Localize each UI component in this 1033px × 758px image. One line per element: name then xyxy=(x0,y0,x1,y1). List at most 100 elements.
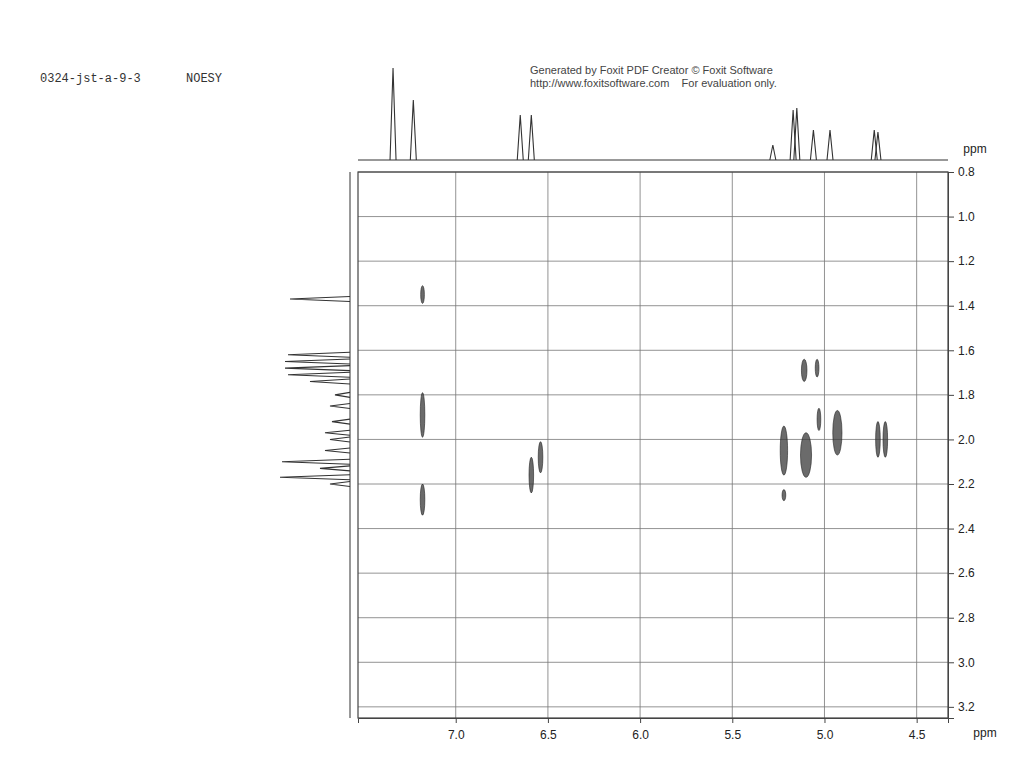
tick-mark xyxy=(948,395,954,396)
spectrum-peak xyxy=(288,372,350,377)
spectrum-peak xyxy=(794,108,800,160)
tick-mark xyxy=(732,718,733,723)
grid-line xyxy=(640,172,641,718)
tick-label: 2.8 xyxy=(958,611,975,625)
tick-label: 6.5 xyxy=(540,728,557,742)
baseline xyxy=(358,160,948,161)
tick-label: 3.0 xyxy=(958,656,975,670)
plot-frame xyxy=(358,172,948,718)
tick-mark xyxy=(948,573,954,574)
annotation: Generated by Foxit PDF Creator © Foxit S… xyxy=(530,64,773,76)
cross-peak xyxy=(817,408,821,430)
tick-label: 4.5 xyxy=(909,728,926,742)
grid xyxy=(358,172,948,718)
x-axis-title: ppm xyxy=(973,726,996,740)
tick-mark xyxy=(948,217,954,218)
tick-label: 7.0 xyxy=(448,728,465,742)
grid-line xyxy=(732,172,733,718)
tick-label: 5.0 xyxy=(817,728,834,742)
tick-label: 2.4 xyxy=(958,522,975,536)
tick-mark xyxy=(548,718,549,723)
cross-peak xyxy=(529,457,534,493)
tick-mark xyxy=(948,350,954,351)
grid-line xyxy=(358,350,948,351)
tick: 3.0 xyxy=(948,656,975,670)
grid-line xyxy=(358,394,948,395)
tick: 2.0 xyxy=(948,433,975,447)
tick-mark xyxy=(948,529,954,530)
x-axis: 7.0 6.5 6.0 5.5 5.0 4.5 xyxy=(359,718,949,742)
y-axis: 0.8 1.0 1.2 1.4 1.6 1.8 2.0 2.2 2.4 2.6 2.8 3.0 3.2 xyxy=(948,165,975,718)
grid-line xyxy=(358,216,948,217)
grid-line xyxy=(824,172,825,718)
tick-label: 1.0 xyxy=(958,210,975,224)
spectrum-peak xyxy=(325,448,350,453)
cross-peak xyxy=(876,422,881,458)
tick-label: 1.2 xyxy=(958,254,975,268)
grid-line xyxy=(358,439,948,440)
tick-mark xyxy=(917,718,918,723)
tick: 1.4 xyxy=(948,299,975,313)
spectrum-peak xyxy=(330,437,350,442)
grid-line xyxy=(358,484,948,485)
spectrum-peak xyxy=(320,466,350,471)
tick: 1.2 xyxy=(948,254,975,268)
tick: 5.5 xyxy=(724,718,741,742)
spectrum-peak xyxy=(517,115,523,160)
spectrum-peak xyxy=(332,419,350,424)
cross-peak xyxy=(883,422,888,458)
tick-mark xyxy=(948,484,954,485)
tick: 5.0 xyxy=(817,718,834,742)
axis-line xyxy=(949,173,955,719)
cross-peak xyxy=(421,286,425,304)
spectrum-peak xyxy=(325,430,350,435)
cross-peak xyxy=(780,426,787,475)
tick: 1.0 xyxy=(948,210,975,224)
tick-mark xyxy=(948,707,954,708)
tick-label: 0.8 xyxy=(958,165,975,179)
cross-peak xyxy=(815,359,819,377)
tick-label: 1.8 xyxy=(958,388,975,402)
cross-peak xyxy=(801,359,807,381)
tick-mark xyxy=(824,718,825,723)
tick-mark xyxy=(948,439,954,440)
spectrum-peak xyxy=(390,68,396,160)
grid-line xyxy=(547,172,548,718)
tick: 0.8 xyxy=(948,165,975,179)
grid-line xyxy=(358,617,948,618)
tick: 2.2 xyxy=(948,477,975,491)
spectrum-peak xyxy=(410,100,416,160)
baseline xyxy=(350,172,351,718)
spectrum-peak xyxy=(875,132,881,160)
tick: 2.6 xyxy=(948,566,975,580)
spectrum-peak xyxy=(285,366,350,371)
spectrum-peak xyxy=(330,482,350,487)
spectrum-peak xyxy=(310,379,350,384)
tick-mark xyxy=(948,172,954,173)
cross-peak xyxy=(420,484,425,515)
cross-peaks xyxy=(420,286,887,516)
grid-line xyxy=(455,172,456,718)
tick: 1.6 xyxy=(948,344,975,358)
cross-peak xyxy=(538,442,543,473)
cross-peak xyxy=(833,410,842,455)
spectrum-peak xyxy=(827,130,833,160)
tick-label: 2.0 xyxy=(958,433,975,447)
spectrum-peak xyxy=(528,115,534,160)
cross-peak xyxy=(420,393,425,438)
grid-line xyxy=(358,528,948,529)
tick-mark xyxy=(948,618,954,619)
tick: 3.2 xyxy=(948,700,975,714)
tick-label: 5.5 xyxy=(724,728,741,742)
tick: 6.0 xyxy=(632,718,649,742)
spectrum-peak xyxy=(335,392,350,397)
tick-label: 2.6 xyxy=(958,566,975,580)
grid-line xyxy=(358,706,948,707)
title: NOESY xyxy=(186,72,222,86)
tick-mark xyxy=(948,261,954,262)
spectrum-peak xyxy=(810,130,816,160)
tick: 2.8 xyxy=(948,611,975,625)
grid-line xyxy=(358,261,948,262)
spectrum-peak xyxy=(330,404,350,409)
spectrum-peak xyxy=(288,352,350,357)
